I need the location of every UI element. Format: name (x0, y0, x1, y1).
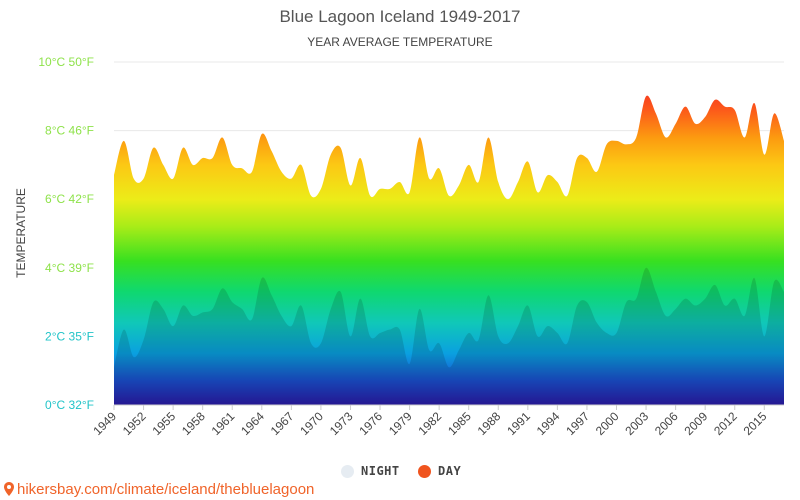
x-tick-label: 2015 (741, 409, 770, 438)
chart-subtitle: YEAR AVERAGE TEMPERATURE (307, 35, 493, 49)
x-tick-label: 1997 (563, 409, 592, 438)
legend-label-day: DAY (438, 464, 462, 478)
x-tick-label: 2012 (711, 409, 740, 438)
y-tick-label: 6°C 42°F (45, 192, 94, 206)
chart-title: Blue Lagoon Iceland 1949-2017 (279, 7, 521, 26)
footer-url[interactable]: hikersbay.com/climate/iceland/thebluelag… (17, 480, 315, 498)
x-tick-label: 1952 (120, 409, 149, 438)
x-tick-label: 2009 (682, 409, 711, 438)
y-tick-label: 2°C 35°F (45, 329, 94, 343)
x-tick-label: 1964 (238, 409, 267, 438)
night-dot-icon (341, 464, 354, 478)
x-tick-label: 1949 (90, 409, 119, 438)
x-tick-label: 1970 (297, 409, 326, 438)
x-tick-label: 2003 (622, 409, 651, 438)
x-tick-label: 1979 (386, 409, 415, 438)
y-tick-label: 4°C 39°F (45, 261, 94, 275)
day-dot-icon (418, 464, 431, 478)
x-tick-label: 1973 (327, 409, 356, 438)
legend-label-night: NIGHT (361, 464, 400, 478)
x-tick-label: 1982 (415, 409, 444, 438)
legend-item-day[interactable]: DAY (418, 462, 461, 480)
legend-item-night[interactable]: NIGHT (341, 462, 400, 480)
y-tick-label: 8°C 46°F (45, 124, 94, 138)
chart-legend: NIGHT DAY (0, 462, 800, 480)
footer-link[interactable]: hikersbay.com/climate/iceland/thebluelag… (4, 480, 314, 498)
x-tick-label: 1976 (356, 409, 385, 438)
x-tick-label: 1967 (268, 409, 297, 438)
y-tick-label: 0°C 32°F (45, 398, 94, 412)
x-tick-label: 1991 (504, 409, 533, 438)
x-tick-label: 1955 (149, 409, 178, 438)
day-area-series (114, 95, 784, 406)
y-axis-label: TEMPERATURE (14, 188, 28, 278)
location-pin-icon (4, 482, 14, 496)
x-tick-label: 2006 (652, 409, 681, 438)
x-tick-label: 1961 (209, 409, 238, 438)
y-tick-label: 10°C 50°F (38, 55, 94, 69)
x-tick-label: 1994 (534, 409, 563, 438)
x-tick-label: 1988 (475, 409, 504, 438)
x-tick-label: 2000 (593, 409, 622, 438)
x-tick-label: 1958 (179, 409, 208, 438)
night-area-series (114, 267, 784, 405)
x-tick-label: 1985 (445, 409, 474, 438)
